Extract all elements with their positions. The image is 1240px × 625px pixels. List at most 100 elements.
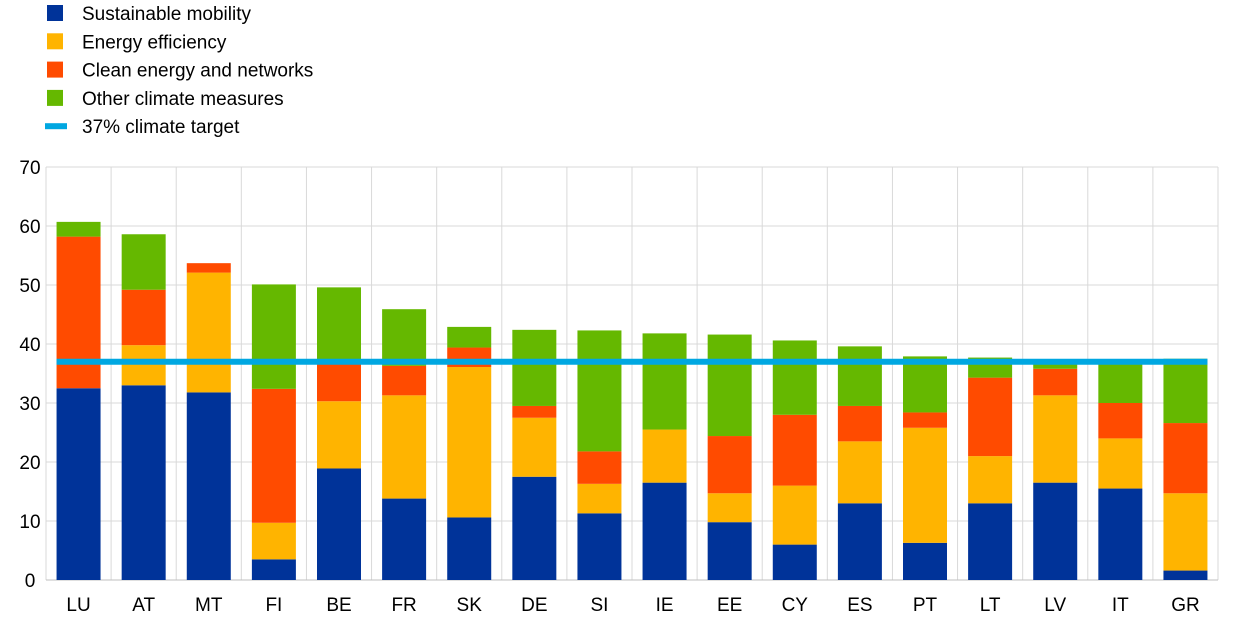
bar-at-other-climate-measures <box>121 234 166 290</box>
bar-be-clean-energy-and-networks <box>317 359 361 402</box>
x-tick-label-ee: EE <box>717 595 742 616</box>
legend-swatch-sustainable-mobility <box>47 5 63 21</box>
x-tick-label-mt: MT <box>195 595 223 616</box>
bar-sk-energy-efficiency <box>447 367 492 518</box>
bar-de-sustainable-mobility <box>512 476 557 580</box>
bar-ee-clean-energy-and-networks <box>707 436 752 494</box>
bar-mt-energy-efficiency <box>186 272 231 393</box>
bar-es-clean-energy-and-networks <box>837 405 882 442</box>
bar-si-energy-efficiency <box>577 483 622 514</box>
bar-es-other-climate-measures <box>837 346 882 406</box>
bar-at-energy-efficiency <box>121 345 166 386</box>
bar-it-sustainable-mobility <box>1098 488 1143 580</box>
x-tick-label-es: ES <box>847 595 872 616</box>
bar-fr-sustainable-mobility <box>382 498 427 580</box>
x-tick-label-lu: LU <box>66 595 90 616</box>
x-tick-label-lt: LT <box>980 595 1001 616</box>
x-tick-label-ie: IE <box>656 595 674 616</box>
bar-gr-clean-energy-and-networks <box>1163 423 1208 494</box>
y-tick-label: 30 <box>19 394 40 415</box>
bar-be-other-climate-measures <box>317 287 361 360</box>
legend-label-other-climate-measures: Other climate measures <box>82 89 284 110</box>
y-tick-label: 0 <box>25 571 36 592</box>
bar-cy-sustainable-mobility <box>772 544 817 580</box>
bar-lu-sustainable-mobility <box>56 388 101 580</box>
bar-lv-energy-efficiency <box>1033 395 1078 483</box>
bar-it-clean-energy-and-networks <box>1098 403 1143 439</box>
bar-gr-energy-efficiency <box>1163 493 1208 571</box>
bar-si-clean-energy-and-networks <box>577 451 622 484</box>
bar-lu-other-climate-measures <box>56 221 101 237</box>
bar-be-energy-efficiency <box>317 401 361 469</box>
bar-de-other-climate-measures <box>512 329 557 406</box>
bar-es-energy-efficiency <box>837 441 882 504</box>
bar-mt-clean-energy-and-networks <box>186 263 231 273</box>
bar-it-other-climate-measures <box>1098 361 1143 403</box>
bar-cy-energy-efficiency <box>772 485 817 545</box>
legend-label-clean-energy-and-networks: Clean energy and networks <box>82 61 313 82</box>
bar-ie-sustainable-mobility <box>642 482 687 580</box>
bar-fi-clean-energy-and-networks <box>251 388 296 523</box>
x-tick-label-de: DE <box>521 595 547 616</box>
bars <box>56 221 1208 580</box>
y-tick-label: 60 <box>19 217 40 238</box>
bar-lv-clean-energy-and-networks <box>1033 368 1078 396</box>
bar-mt-sustainable-mobility <box>186 392 231 580</box>
legend-label-sustainable-mobility: Sustainable mobility <box>82 4 251 25</box>
bar-lv-sustainable-mobility <box>1033 482 1078 580</box>
bar-lt-sustainable-mobility <box>968 503 1013 580</box>
y-tick-label: 20 <box>19 453 40 474</box>
bar-fr-other-climate-measures <box>382 309 427 366</box>
x-tick-label-si: SI <box>590 595 608 616</box>
bar-gr-sustainable-mobility <box>1163 570 1208 580</box>
bar-pt-other-climate-measures <box>903 356 947 413</box>
legend-swatch-energy-efficiency <box>47 33 63 50</box>
y-tick-label: 50 <box>19 276 40 297</box>
bar-pt-clean-energy-and-networks <box>903 412 947 428</box>
x-tick-label-gr: GR <box>1171 595 1200 616</box>
y-tick-label: 10 <box>19 512 40 533</box>
y-axis: 0 10 20 30 40 50 60 70 <box>19 158 40 592</box>
x-tick-label-pt: PT <box>913 595 938 616</box>
x-tick-label-it: IT <box>1112 595 1129 616</box>
bar-ee-other-climate-measures <box>707 334 752 437</box>
legend-swatch-37-climate-target <box>45 123 67 130</box>
y-tick-label: 40 <box>19 335 40 356</box>
bar-fr-energy-efficiency <box>382 395 427 499</box>
bar-lt-clean-energy-and-networks <box>968 377 1013 457</box>
bar-pt-sustainable-mobility <box>903 542 947 580</box>
x-tick-label-lv: LV <box>1044 595 1066 616</box>
legend-swatch-other-climate-measures <box>47 89 63 106</box>
y-tick-label: 70 <box>19 158 40 179</box>
bar-fr-clean-energy-and-networks <box>382 365 427 396</box>
bar-si-other-climate-measures <box>577 330 622 452</box>
bar-pt-energy-efficiency <box>903 427 947 543</box>
legend-swatch-clean-energy-and-networks <box>47 61 63 78</box>
bar-ee-sustainable-mobility <box>707 522 752 580</box>
bar-si-sustainable-mobility <box>577 513 622 580</box>
bar-lu-clean-energy-and-networks <box>56 236 101 389</box>
bar-cy-other-climate-measures <box>772 340 817 415</box>
bar-de-energy-efficiency <box>512 417 557 477</box>
bar-gr-other-climate-measures <box>1163 358 1208 424</box>
bar-es-sustainable-mobility <box>837 503 882 580</box>
bar-fi-sustainable-mobility <box>251 559 296 580</box>
bar-ie-other-climate-measures <box>642 333 687 430</box>
bar-sk-other-climate-measures <box>447 326 492 348</box>
x-tick-label-be: BE <box>326 595 351 616</box>
legend: Sustainable mobility Energy efficiency Cle… <box>45 4 313 138</box>
bar-lv-other-climate-measures <box>1033 362 1078 369</box>
bar-ie-energy-efficiency <box>642 429 687 483</box>
bar-at-sustainable-mobility <box>121 385 166 580</box>
bar-ee-energy-efficiency <box>707 493 752 523</box>
bar-fi-other-climate-measures <box>251 284 296 389</box>
grid <box>45 166 1219 581</box>
bar-at-clean-energy-and-networks <box>121 289 166 346</box>
bar-sk-sustainable-mobility <box>447 517 492 580</box>
bar-cy-clean-energy-and-networks <box>772 414 817 486</box>
legend-label-energy-efficiency: Energy efficiency <box>82 32 227 53</box>
bar-lt-energy-efficiency <box>968 456 1013 504</box>
x-tick-label-cy: CY <box>782 595 809 616</box>
